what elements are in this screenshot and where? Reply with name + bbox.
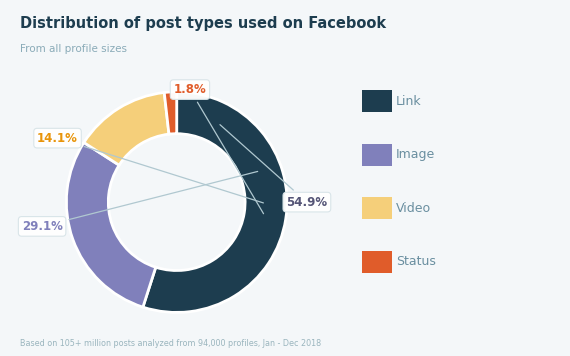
Text: Distribution of post types used on Facebook: Distribution of post types used on Faceb… (20, 16, 386, 31)
Text: Image: Image (396, 148, 435, 161)
Text: 29.1%: 29.1% (22, 172, 258, 233)
Text: 54.9%: 54.9% (220, 125, 327, 209)
Text: Status: Status (396, 255, 436, 268)
Text: 1.8%: 1.8% (173, 83, 263, 214)
Wedge shape (164, 92, 177, 134)
Text: From all profile sizes: From all profile sizes (20, 44, 127, 54)
Wedge shape (66, 142, 156, 307)
Text: Based on 105+ million posts analyzed from 94,000 profiles, Jan - Dec 2018: Based on 105+ million posts analyzed fro… (20, 339, 321, 348)
Wedge shape (84, 93, 169, 165)
Text: Link: Link (396, 95, 422, 108)
Wedge shape (143, 92, 287, 313)
Text: Video: Video (396, 202, 431, 215)
Text: 14.1%: 14.1% (37, 132, 263, 203)
